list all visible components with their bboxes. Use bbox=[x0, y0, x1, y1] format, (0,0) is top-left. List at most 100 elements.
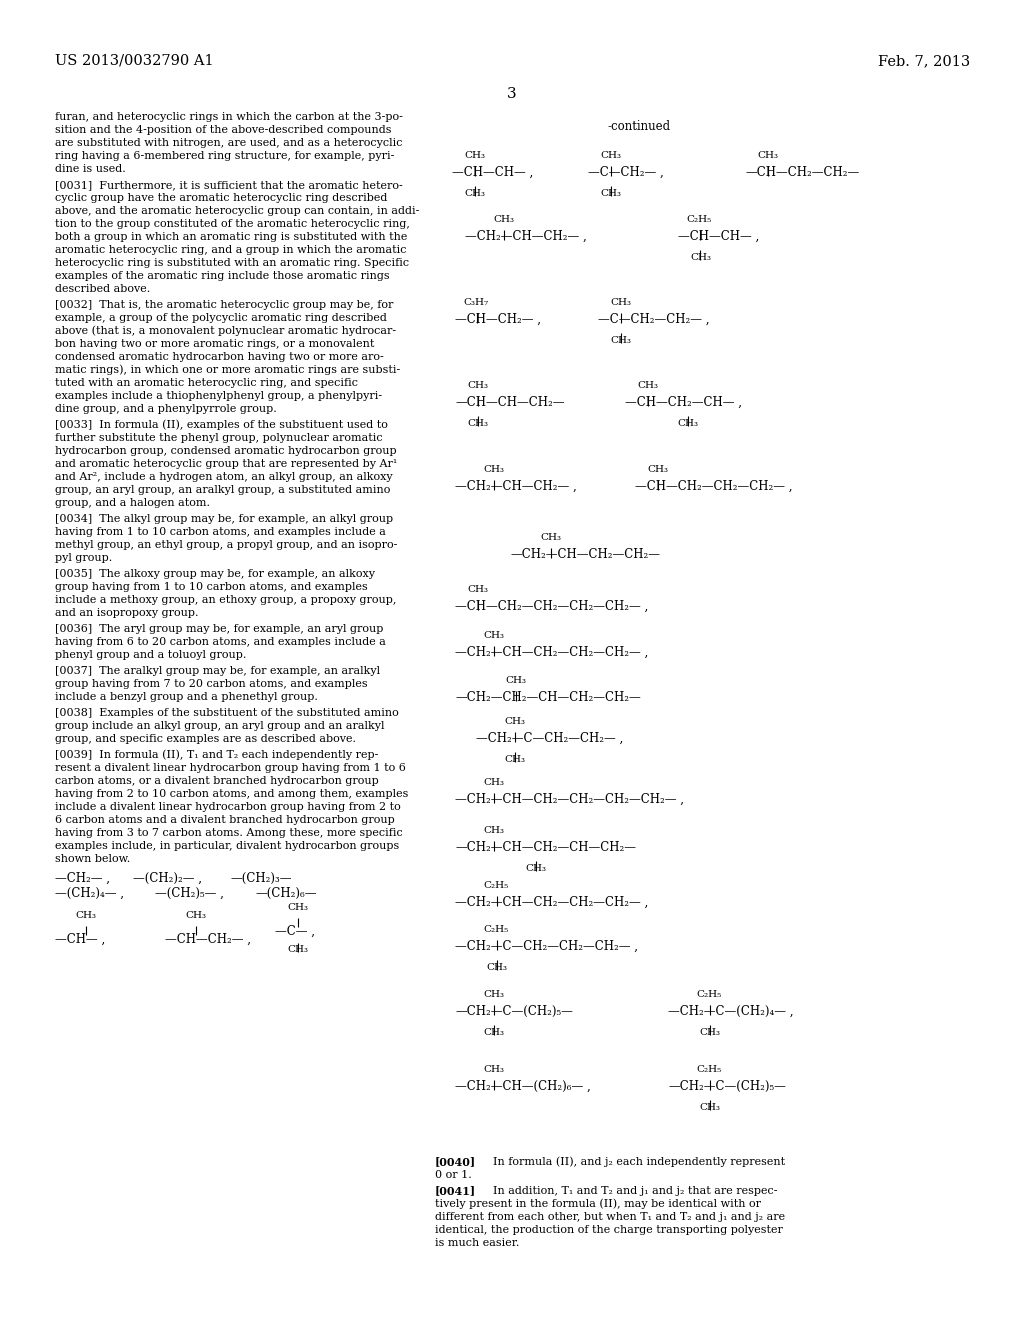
Text: US 2013/0032790 A1: US 2013/0032790 A1 bbox=[55, 54, 214, 69]
Text: CH₃: CH₃ bbox=[467, 381, 488, 389]
Text: —CH₂—C—(CH₂)₄— ,: —CH₂—C—(CH₂)₄— , bbox=[668, 1005, 794, 1018]
Text: —(CH₂)₄— ,: —(CH₂)₄— , bbox=[55, 887, 124, 900]
Text: —CH₂—CH—CH₂— ,: —CH₂—CH—CH₂— , bbox=[465, 230, 587, 243]
Text: CH₃: CH₃ bbox=[483, 990, 504, 999]
Text: are substituted with nitrogen, are used, and as a heterocyclic: are substituted with nitrogen, are used,… bbox=[55, 139, 402, 148]
Text: CH₃: CH₃ bbox=[287, 945, 308, 954]
Text: examples of the aromatic ring include those aromatic rings: examples of the aromatic ring include th… bbox=[55, 271, 389, 281]
Text: —CH₂—CH—(CH₂)₆— ,: —CH₂—CH—(CH₂)₆— , bbox=[455, 1080, 591, 1093]
Text: —CH—CH₂— ,: —CH—CH₂— , bbox=[165, 933, 251, 946]
Text: and aromatic heterocyclic group that are represented by Ar¹: and aromatic heterocyclic group that are… bbox=[55, 459, 397, 469]
Text: CH₃: CH₃ bbox=[600, 150, 621, 160]
Text: —CH— ,: —CH— , bbox=[55, 933, 105, 946]
Text: —(CH₂)₂— ,: —(CH₂)₂— , bbox=[133, 873, 202, 884]
Text: C₂H₅: C₂H₅ bbox=[696, 990, 721, 999]
Text: —(CH₂)₃—: —(CH₂)₃— bbox=[230, 873, 292, 884]
Text: —CH₂—CH—CH₂— ,: —CH₂—CH—CH₂— , bbox=[455, 480, 577, 492]
Text: CH₃: CH₃ bbox=[483, 1028, 504, 1038]
Text: both a group in which an aromatic ring is substituted with the: both a group in which an aromatic ring i… bbox=[55, 232, 408, 242]
Text: phenyl group and a toluoyl group.: phenyl group and a toluoyl group. bbox=[55, 649, 247, 660]
Text: dine group, and a phenylpyrrole group.: dine group, and a phenylpyrrole group. bbox=[55, 404, 276, 414]
Text: CH₃: CH₃ bbox=[647, 465, 668, 474]
Text: 6 carbon atoms and a divalent branched hydrocarbon group: 6 carbon atoms and a divalent branched h… bbox=[55, 814, 394, 825]
Text: —CH—CH—CH₂—: —CH—CH—CH₂— bbox=[455, 396, 564, 409]
Text: —CH₂—CH₂—CH—CH₂—CH₂—: —CH₂—CH₂—CH—CH₂—CH₂— bbox=[455, 690, 641, 704]
Text: CH₃: CH₃ bbox=[75, 911, 96, 920]
Text: sition and the 4-position of the above-described compounds: sition and the 4-position of the above-d… bbox=[55, 125, 391, 135]
Text: CH₃: CH₃ bbox=[483, 631, 504, 640]
Text: furan, and heterocyclic rings in which the carbon at the 3-po-: furan, and heterocyclic rings in which t… bbox=[55, 112, 402, 121]
Text: —CH₂—CH—CH₂—CH₂—CH₂— ,: —CH₂—CH—CH₂—CH₂—CH₂— , bbox=[455, 645, 648, 659]
Text: described above.: described above. bbox=[55, 284, 151, 294]
Text: CH₃: CH₃ bbox=[610, 337, 631, 345]
Text: —CH₂—C—CH₂—CH₂— ,: —CH₂—C—CH₂—CH₂— , bbox=[476, 733, 624, 744]
Text: —C—CH₂— ,: —C—CH₂— , bbox=[588, 166, 664, 180]
Text: CH₃: CH₃ bbox=[464, 150, 485, 160]
Text: group, and a halogen atom.: group, and a halogen atom. bbox=[55, 498, 210, 508]
Text: above (that is, a monovalent polynuclear aromatic hydrocar-: above (that is, a monovalent polynuclear… bbox=[55, 326, 396, 337]
Text: —CH₂—CH—CH₂—CH₂—CH₂—CH₂— ,: —CH₂—CH—CH₂—CH₂—CH₂—CH₂— , bbox=[455, 793, 684, 807]
Text: examples include a thiophenylphenyl group, a phenylpyri-: examples include a thiophenylphenyl grou… bbox=[55, 391, 382, 401]
Text: group include an alkyl group, an aryl group and an aralkyl: group include an alkyl group, an aryl gr… bbox=[55, 721, 384, 731]
Text: CH₃: CH₃ bbox=[486, 964, 507, 972]
Text: C₂H₅: C₂H₅ bbox=[686, 215, 712, 224]
Text: CH₃: CH₃ bbox=[185, 911, 206, 920]
Text: and an isopropoxy group.: and an isopropoxy group. bbox=[55, 609, 199, 618]
Text: —CH₂— ,: —CH₂— , bbox=[55, 873, 110, 884]
Text: —CH₂—C—CH₂—CH₂—CH₂— ,: —CH₂—C—CH₂—CH₂—CH₂— , bbox=[455, 940, 638, 953]
Text: [0034]  The alkyl group may be, for example, an alkyl group: [0034] The alkyl group may be, for examp… bbox=[55, 513, 393, 524]
Text: CH₃: CH₃ bbox=[677, 418, 698, 428]
Text: C₃H₇: C₃H₇ bbox=[463, 298, 488, 308]
Text: C₂H₅: C₂H₅ bbox=[696, 1065, 721, 1074]
Text: —CH—CH₂—CH₂—: —CH—CH₂—CH₂— bbox=[745, 166, 859, 180]
Text: CH₃: CH₃ bbox=[600, 189, 621, 198]
Text: examples include, in particular, divalent hydrocarbon groups: examples include, in particular, divalen… bbox=[55, 841, 399, 851]
Text: CH₃: CH₃ bbox=[504, 717, 525, 726]
Text: is much easier.: is much easier. bbox=[435, 1238, 519, 1247]
Text: group having from 7 to 20 carbon atoms, and examples: group having from 7 to 20 carbon atoms, … bbox=[55, 678, 368, 689]
Text: different from each other, but when T₁ and T₂ and j₁ and j₂ are: different from each other, but when T₁ a… bbox=[435, 1212, 785, 1222]
Text: hydrocarbon group, condensed aromatic hydrocarbon group: hydrocarbon group, condensed aromatic hy… bbox=[55, 446, 396, 455]
Text: 3: 3 bbox=[507, 87, 517, 102]
Text: CH₃: CH₃ bbox=[504, 755, 525, 764]
Text: CH₃: CH₃ bbox=[483, 1065, 504, 1074]
Text: C₂H₅: C₂H₅ bbox=[483, 880, 508, 890]
Text: [0040]: [0040] bbox=[435, 1156, 476, 1167]
Text: CH₃: CH₃ bbox=[505, 676, 526, 685]
Text: CH₃: CH₃ bbox=[757, 150, 778, 160]
Text: above, and the aromatic heterocyclic group can contain, in addi-: above, and the aromatic heterocyclic gro… bbox=[55, 206, 420, 216]
Text: include a divalent linear hydrocarbon group having from 2 to: include a divalent linear hydrocarbon gr… bbox=[55, 803, 400, 812]
Text: having from 1 to 10 carbon atoms, and examples include a: having from 1 to 10 carbon atoms, and ex… bbox=[55, 527, 386, 537]
Text: —C— ,: —C— , bbox=[275, 925, 315, 939]
Text: —CH—CH₂—CH₂—CH₂— ,: —CH—CH₂—CH₂—CH₂— , bbox=[635, 480, 793, 492]
Text: C₂H₅: C₂H₅ bbox=[483, 925, 508, 935]
Text: group, and specific examples are as described above.: group, and specific examples are as desc… bbox=[55, 734, 356, 744]
Text: [0037]  The aralkyl group may be, for example, an aralkyl: [0037] The aralkyl group may be, for exa… bbox=[55, 667, 380, 676]
Text: CH₃: CH₃ bbox=[287, 903, 308, 912]
Text: CH₃: CH₃ bbox=[483, 465, 504, 474]
Text: [0039]  In formula (II), T₁ and T₂ each independently rep-: [0039] In formula (II), T₁ and T₂ each i… bbox=[55, 750, 379, 760]
Text: —CH₂—CH—CH₂—CH—CH₂—: —CH₂—CH—CH₂—CH—CH₂— bbox=[455, 841, 636, 854]
Text: In addition, T₁ and T₂ and j₁ and j₂ that are respec-: In addition, T₁ and T₂ and j₁ and j₂ tha… bbox=[493, 1185, 777, 1196]
Text: CH₃: CH₃ bbox=[637, 381, 658, 389]
Text: [0038]  Examples of the substituent of the substituted amino: [0038] Examples of the substituent of th… bbox=[55, 708, 398, 718]
Text: bon having two or more aromatic rings, or a monovalent: bon having two or more aromatic rings, o… bbox=[55, 339, 375, 348]
Text: CH₃: CH₃ bbox=[467, 418, 488, 428]
Text: further substitute the phenyl group, polynuclear aromatic: further substitute the phenyl group, pol… bbox=[55, 433, 383, 444]
Text: include a methoxy group, an ethoxy group, a propoxy group,: include a methoxy group, an ethoxy group… bbox=[55, 595, 396, 605]
Text: cyclic group have the aromatic heterocyclic ring described: cyclic group have the aromatic heterocyc… bbox=[55, 193, 387, 203]
Text: —CH—CH₂—CH₂—CH₂—CH₂— ,: —CH—CH₂—CH₂—CH₂—CH₂— , bbox=[455, 601, 648, 612]
Text: CH₃: CH₃ bbox=[467, 585, 488, 594]
Text: aromatic heterocyclic ring, and a group in which the aromatic: aromatic heterocyclic ring, and a group … bbox=[55, 246, 407, 255]
Text: —CH—CH₂— ,: —CH—CH₂— , bbox=[455, 313, 541, 326]
Text: [0032]  That is, the aromatic heterocyclic group may be, for: [0032] That is, the aromatic heterocycli… bbox=[55, 300, 393, 310]
Text: —CH₂—C—(CH₂)₅—: —CH₂—C—(CH₂)₅— bbox=[455, 1005, 572, 1018]
Text: —CH₂—C—(CH₂)₅—: —CH₂—C—(CH₂)₅— bbox=[668, 1080, 785, 1093]
Text: tuted with an aromatic heterocyclic ring, and specific: tuted with an aromatic heterocyclic ring… bbox=[55, 378, 358, 388]
Text: tion to the group constituted of the aromatic heterocyclic ring,: tion to the group constituted of the aro… bbox=[55, 219, 410, 228]
Text: —CH₂—CH—CH₂—CH₂—: —CH₂—CH—CH₂—CH₂— bbox=[510, 548, 660, 561]
Text: include a benzyl group and a phenethyl group.: include a benzyl group and a phenethyl g… bbox=[55, 692, 317, 702]
Text: identical, the production of the charge transporting polyester: identical, the production of the charge … bbox=[435, 1225, 783, 1236]
Text: CH₃: CH₃ bbox=[699, 1028, 720, 1038]
Text: CH₃: CH₃ bbox=[525, 865, 546, 873]
